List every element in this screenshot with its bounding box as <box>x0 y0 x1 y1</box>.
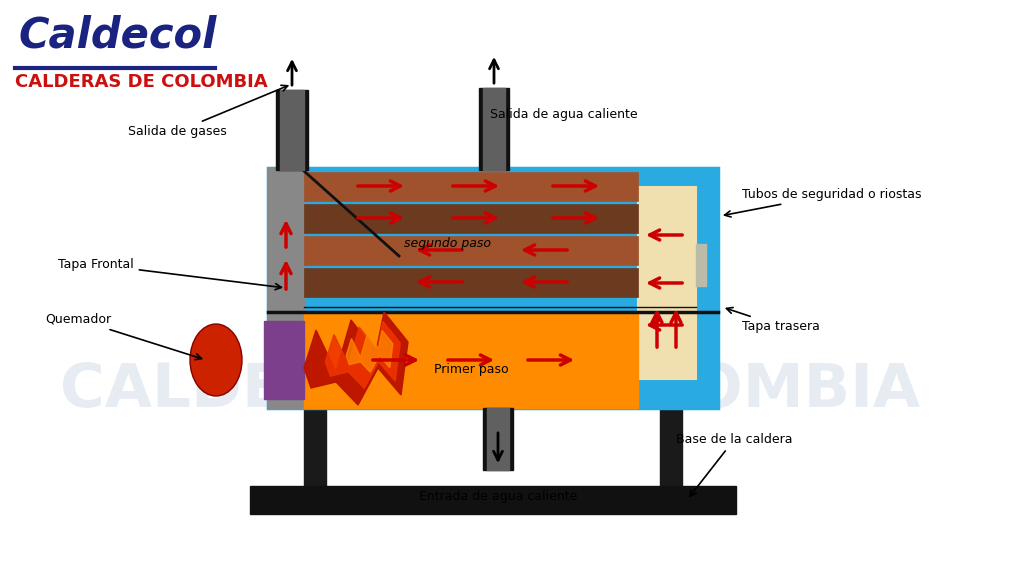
Bar <box>487 408 509 470</box>
Text: Salida de agua caliente: Salida de agua caliente <box>490 108 638 121</box>
Text: Base de la caldera: Base de la caldera <box>676 433 793 497</box>
Bar <box>483 408 513 470</box>
Bar <box>304 236 638 265</box>
Text: Quemador: Quemador <box>45 313 202 360</box>
Bar <box>268 168 304 408</box>
Bar <box>276 90 308 170</box>
Bar <box>304 172 638 201</box>
Bar <box>483 88 505 170</box>
Text: Primer paso: Primer paso <box>434 364 508 377</box>
Text: Caldecol: Caldecol <box>18 15 216 57</box>
Text: segundo paso: segundo paso <box>404 236 492 249</box>
Bar <box>479 88 509 170</box>
Polygon shape <box>326 321 400 388</box>
Bar <box>250 486 736 514</box>
Bar <box>304 204 638 233</box>
Bar <box>268 168 718 408</box>
Text: Salida de gases: Salida de gases <box>128 85 288 138</box>
Bar <box>304 268 638 297</box>
Bar <box>264 321 304 399</box>
Text: Tubos de seguridad o riostas: Tubos de seguridad o riostas <box>725 188 922 217</box>
Text: CALDERAS DE COLOMBIA: CALDERAS DE COLOMBIA <box>60 360 920 419</box>
Text: CALDERAS DE COLOMBIA: CALDERAS DE COLOMBIA <box>15 73 267 91</box>
Bar <box>660 408 682 486</box>
Polygon shape <box>346 330 393 372</box>
Text: Entrada de agua caliente: Entrada de agua caliente <box>419 490 578 503</box>
Text: Tapa Frontal: Tapa Frontal <box>58 258 282 290</box>
Ellipse shape <box>190 324 242 396</box>
Bar <box>280 90 304 170</box>
Bar <box>304 408 326 486</box>
Bar <box>638 187 696 379</box>
Bar <box>304 312 638 408</box>
Bar <box>696 244 706 286</box>
Text: Tapa trasera: Tapa trasera <box>726 307 820 333</box>
Polygon shape <box>304 312 408 405</box>
